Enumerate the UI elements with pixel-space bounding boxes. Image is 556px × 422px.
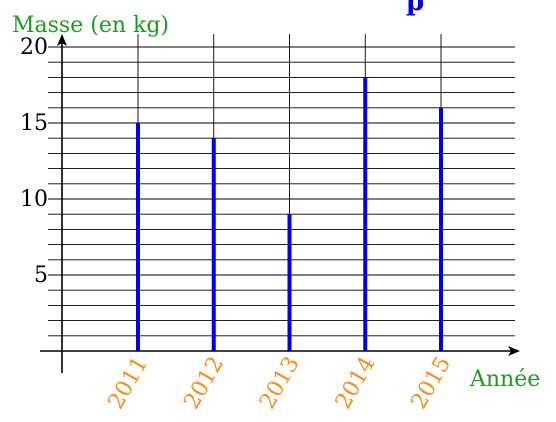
x-tick-label: 2013 [255,353,305,414]
y-tick-labels: 5 10 15 20 [20,35,48,288]
x-tick-label: 2014 [331,353,381,414]
horizontal-gridlines [48,46,515,337]
y-axis-arrow [57,34,67,46]
x-tick-labels: 2011 2012 2013 2014 2015 [104,353,457,414]
y-tick-label: 5 [34,263,48,288]
bars [136,77,443,351]
x-axis-arrow [508,346,520,356]
x-tick-label: 2011 [104,353,154,414]
y-tick-label: 10 [20,187,48,212]
title-fragment: p [406,0,424,17]
y-tick-label: 20 [20,35,48,60]
x-axis-label: Année [469,367,540,392]
x-tick-label: 2015 [407,353,457,414]
axes [40,34,520,373]
x-tick-label: 2012 [179,353,229,414]
y-axis-label: Masse (en kg) [12,13,169,38]
y-tick-label: 15 [20,111,48,136]
